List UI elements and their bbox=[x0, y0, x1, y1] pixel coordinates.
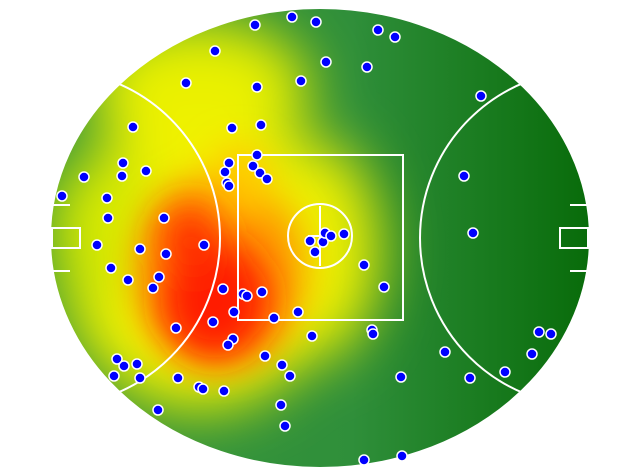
point bbox=[367, 328, 379, 340]
point bbox=[292, 306, 304, 318]
point bbox=[361, 61, 373, 73]
point bbox=[251, 149, 263, 161]
point bbox=[180, 77, 192, 89]
point bbox=[464, 372, 476, 384]
heat-red bbox=[160, 205, 270, 360]
point bbox=[226, 122, 238, 134]
point bbox=[56, 190, 68, 202]
point bbox=[286, 11, 298, 23]
point bbox=[358, 259, 370, 271]
point bbox=[358, 454, 370, 466]
point bbox=[127, 121, 139, 133]
point bbox=[241, 290, 253, 302]
point bbox=[304, 235, 316, 247]
point bbox=[219, 166, 231, 178]
point bbox=[268, 312, 280, 324]
point bbox=[228, 306, 240, 318]
point bbox=[102, 212, 114, 224]
point bbox=[475, 90, 487, 102]
point bbox=[256, 286, 268, 298]
point bbox=[152, 404, 164, 416]
point bbox=[116, 170, 128, 182]
point bbox=[251, 81, 263, 93]
boundary bbox=[49, 7, 591, 469]
points bbox=[56, 11, 557, 466]
point bbox=[279, 420, 291, 432]
point bbox=[259, 350, 271, 362]
point bbox=[338, 228, 350, 240]
point bbox=[458, 170, 470, 182]
point bbox=[526, 348, 538, 360]
point bbox=[158, 212, 170, 224]
point bbox=[105, 262, 117, 274]
point bbox=[217, 283, 229, 295]
point bbox=[170, 322, 182, 334]
point bbox=[223, 180, 235, 192]
point bbox=[275, 399, 287, 411]
point bbox=[261, 173, 273, 185]
point bbox=[439, 346, 451, 358]
point bbox=[276, 359, 288, 371]
point bbox=[172, 372, 184, 384]
point bbox=[111, 353, 123, 365]
point bbox=[533, 326, 545, 338]
point bbox=[101, 192, 113, 204]
point bbox=[249, 19, 261, 31]
point bbox=[197, 383, 209, 395]
point bbox=[153, 271, 165, 283]
point bbox=[247, 160, 259, 172]
point bbox=[134, 372, 146, 384]
point bbox=[295, 75, 307, 87]
point bbox=[222, 339, 234, 351]
point bbox=[91, 239, 103, 251]
point bbox=[325, 230, 337, 242]
point bbox=[147, 282, 159, 294]
point bbox=[122, 274, 134, 286]
point bbox=[378, 281, 390, 293]
point bbox=[255, 119, 267, 131]
point bbox=[309, 246, 321, 258]
point bbox=[545, 328, 557, 340]
point bbox=[207, 316, 219, 328]
point bbox=[131, 358, 143, 370]
point bbox=[209, 45, 221, 57]
point bbox=[134, 243, 146, 255]
point bbox=[78, 171, 90, 183]
point bbox=[372, 24, 384, 36]
point bbox=[284, 370, 296, 382]
point bbox=[306, 330, 318, 342]
point bbox=[499, 366, 511, 378]
point bbox=[160, 248, 172, 260]
point bbox=[117, 157, 129, 169]
point bbox=[140, 165, 152, 177]
point bbox=[396, 450, 408, 462]
point bbox=[395, 371, 407, 383]
point bbox=[108, 370, 120, 382]
point bbox=[218, 385, 230, 397]
point bbox=[118, 360, 130, 372]
point bbox=[320, 56, 332, 68]
point bbox=[310, 16, 322, 28]
point bbox=[389, 31, 401, 43]
point bbox=[198, 239, 210, 251]
point bbox=[467, 227, 479, 239]
